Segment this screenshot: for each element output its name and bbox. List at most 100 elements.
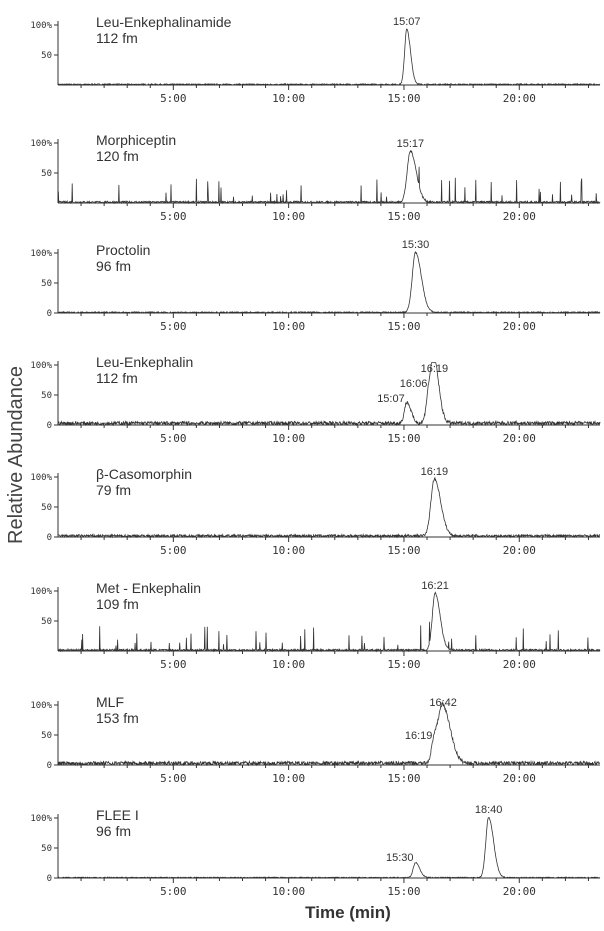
chromatogram-trace xyxy=(57,591,601,653)
compound-amount: 79 fm xyxy=(96,482,131,498)
x-tick-label: 15:00 xyxy=(387,432,420,445)
chromatogram-trace xyxy=(57,816,601,879)
compound-amount: 112 fm xyxy=(96,370,138,386)
chromatogram-panel: 100% 50 5:00 10:00 15:00 20:00 Morphiceptin120… xyxy=(30,132,601,223)
y-tick-label: 100% xyxy=(30,361,52,371)
chromatogram-trace xyxy=(57,701,601,767)
x-tick-label: 5:00 xyxy=(160,772,187,785)
chromatogram-trace xyxy=(57,150,601,205)
peak-label: 15:30 xyxy=(386,852,414,864)
x-tick-label: 10:00 xyxy=(272,432,305,445)
peak-label: 16:19 xyxy=(421,466,449,478)
x-tick-label: 15:00 xyxy=(387,210,420,223)
y-tick-label: 50 xyxy=(41,391,52,401)
chromatogram-panel: 100% 50 0 5:00 10:00 15:00 20:00 β-Casomorphin7… xyxy=(30,466,600,557)
peak-label: 15:07 xyxy=(393,16,421,28)
peak-label: 15:30 xyxy=(402,239,430,251)
compound-amount: 120 fm xyxy=(96,148,139,164)
chromatogram-panel: 100% 50 5:00 10:00 15:00 20:00 Met - Enkephali… xyxy=(30,580,601,671)
x-tick-label: 15:00 xyxy=(387,658,420,671)
chromatogram-panel: 100% 50 5:00 10:00 15:00 20:00 Leu-Enkephalina… xyxy=(30,14,601,105)
y-tick-label: 0 xyxy=(47,874,52,884)
y-tick-label: 50 xyxy=(41,503,52,513)
y-tick-label: 50 xyxy=(41,731,52,741)
x-tick-label: 5:00 xyxy=(160,544,187,557)
peak-label: 16:19 xyxy=(405,730,433,742)
compound-amount: 96 fm xyxy=(96,258,131,274)
x-tick-label: 5:00 xyxy=(160,658,187,671)
x-tick-label: 10:00 xyxy=(272,320,305,333)
x-tick-label: 5:00 xyxy=(160,92,187,105)
x-tick-label: 20:00 xyxy=(503,432,536,445)
compound-name: β-Casomorphin xyxy=(96,466,192,482)
chromatogram-trace xyxy=(57,476,600,539)
compound-name: MLF xyxy=(96,694,124,710)
x-tick-label: 10:00 xyxy=(272,92,305,105)
peak-label: 15:07 xyxy=(377,393,405,405)
x-tick-label: 10:00 xyxy=(272,544,305,557)
y-tick-label: 100% xyxy=(30,473,52,483)
y-tick-label: 50 xyxy=(41,51,52,61)
x-axis-label: Time (min) xyxy=(305,903,391,922)
x-tick-label: 10:00 xyxy=(272,210,305,223)
y-tick-label: 100% xyxy=(30,587,52,597)
x-tick-label: 20:00 xyxy=(503,210,536,223)
peak-label: 15:17 xyxy=(397,138,425,150)
compound-name: Met - Enkephalin xyxy=(96,580,201,596)
y-tick-label: 0 xyxy=(47,421,52,431)
x-tick-label: 5:00 xyxy=(160,320,187,333)
chromatogram-trace xyxy=(57,28,601,87)
compound-name: Proctolin xyxy=(96,242,150,258)
chromatogram-trace xyxy=(57,251,601,315)
y-tick-label: 100% xyxy=(30,21,52,31)
x-tick-label: 10:00 xyxy=(272,885,305,898)
y-tick-label: 0 xyxy=(47,761,52,771)
y-axis-label: Relative Abundance xyxy=(5,366,27,544)
y-tick-label: 50 xyxy=(41,279,52,289)
peak-label: 16:19 xyxy=(421,363,449,375)
y-tick-label: 100% xyxy=(30,701,52,711)
chromatogram-panel: 100% 50 0 5:00 10:00 15:00 20:00 FLEE I96 fm 15:… xyxy=(30,804,601,898)
x-tick-label: 10:00 xyxy=(272,658,305,671)
compound-name: Leu-Enkephalinamide xyxy=(96,14,232,30)
x-tick-label: 5:00 xyxy=(160,432,187,445)
x-tick-label: 20:00 xyxy=(503,658,536,671)
compound-amount: 112 fm xyxy=(96,30,138,46)
y-tick-label: 100% xyxy=(30,814,52,824)
x-tick-label: 20:00 xyxy=(503,544,536,557)
compound-amount: 153 fm xyxy=(96,710,139,726)
x-tick-label: 20:00 xyxy=(503,320,536,333)
x-tick-label: 20:00 xyxy=(503,885,536,898)
y-tick-label: 100% xyxy=(30,249,52,259)
x-tick-label: 20:00 xyxy=(503,92,536,105)
x-tick-label: 5:00 xyxy=(160,885,187,898)
x-tick-label: 20:00 xyxy=(503,772,536,785)
x-tick-label: 15:00 xyxy=(387,92,420,105)
y-tick-label: 50 xyxy=(41,617,52,627)
x-tick-label: 5:00 xyxy=(160,210,187,223)
y-tick-label: 100% xyxy=(30,139,52,149)
compound-name: Leu-Enkephalin xyxy=(96,354,193,370)
compound-name: FLEE I xyxy=(96,807,139,823)
y-tick-label: 0 xyxy=(47,309,52,319)
compound-name: Morphiceptin xyxy=(96,132,176,148)
peak-label: 16:21 xyxy=(421,580,449,592)
compound-amount: 109 fm xyxy=(96,596,139,612)
x-tick-label: 10:00 xyxy=(272,772,305,785)
compound-amount: 96 fm xyxy=(96,823,131,839)
x-tick-label: 15:00 xyxy=(387,320,420,333)
x-tick-label: 15:00 xyxy=(387,544,420,557)
y-tick-label: 50 xyxy=(41,169,52,179)
peak-label: 16:06 xyxy=(400,378,428,390)
y-tick-label: 0 xyxy=(47,533,52,543)
peak-label: 18:40 xyxy=(475,804,503,816)
x-tick-label: 15:00 xyxy=(387,885,420,898)
peak-label: 16:42 xyxy=(429,697,457,709)
y-tick-label: 50 xyxy=(41,844,52,854)
chromatogram-panel: 100% 50 0 5:00 10:00 15:00 20:00 Leu-Enkephalin… xyxy=(30,354,601,445)
chromatogram-trace xyxy=(57,362,601,427)
